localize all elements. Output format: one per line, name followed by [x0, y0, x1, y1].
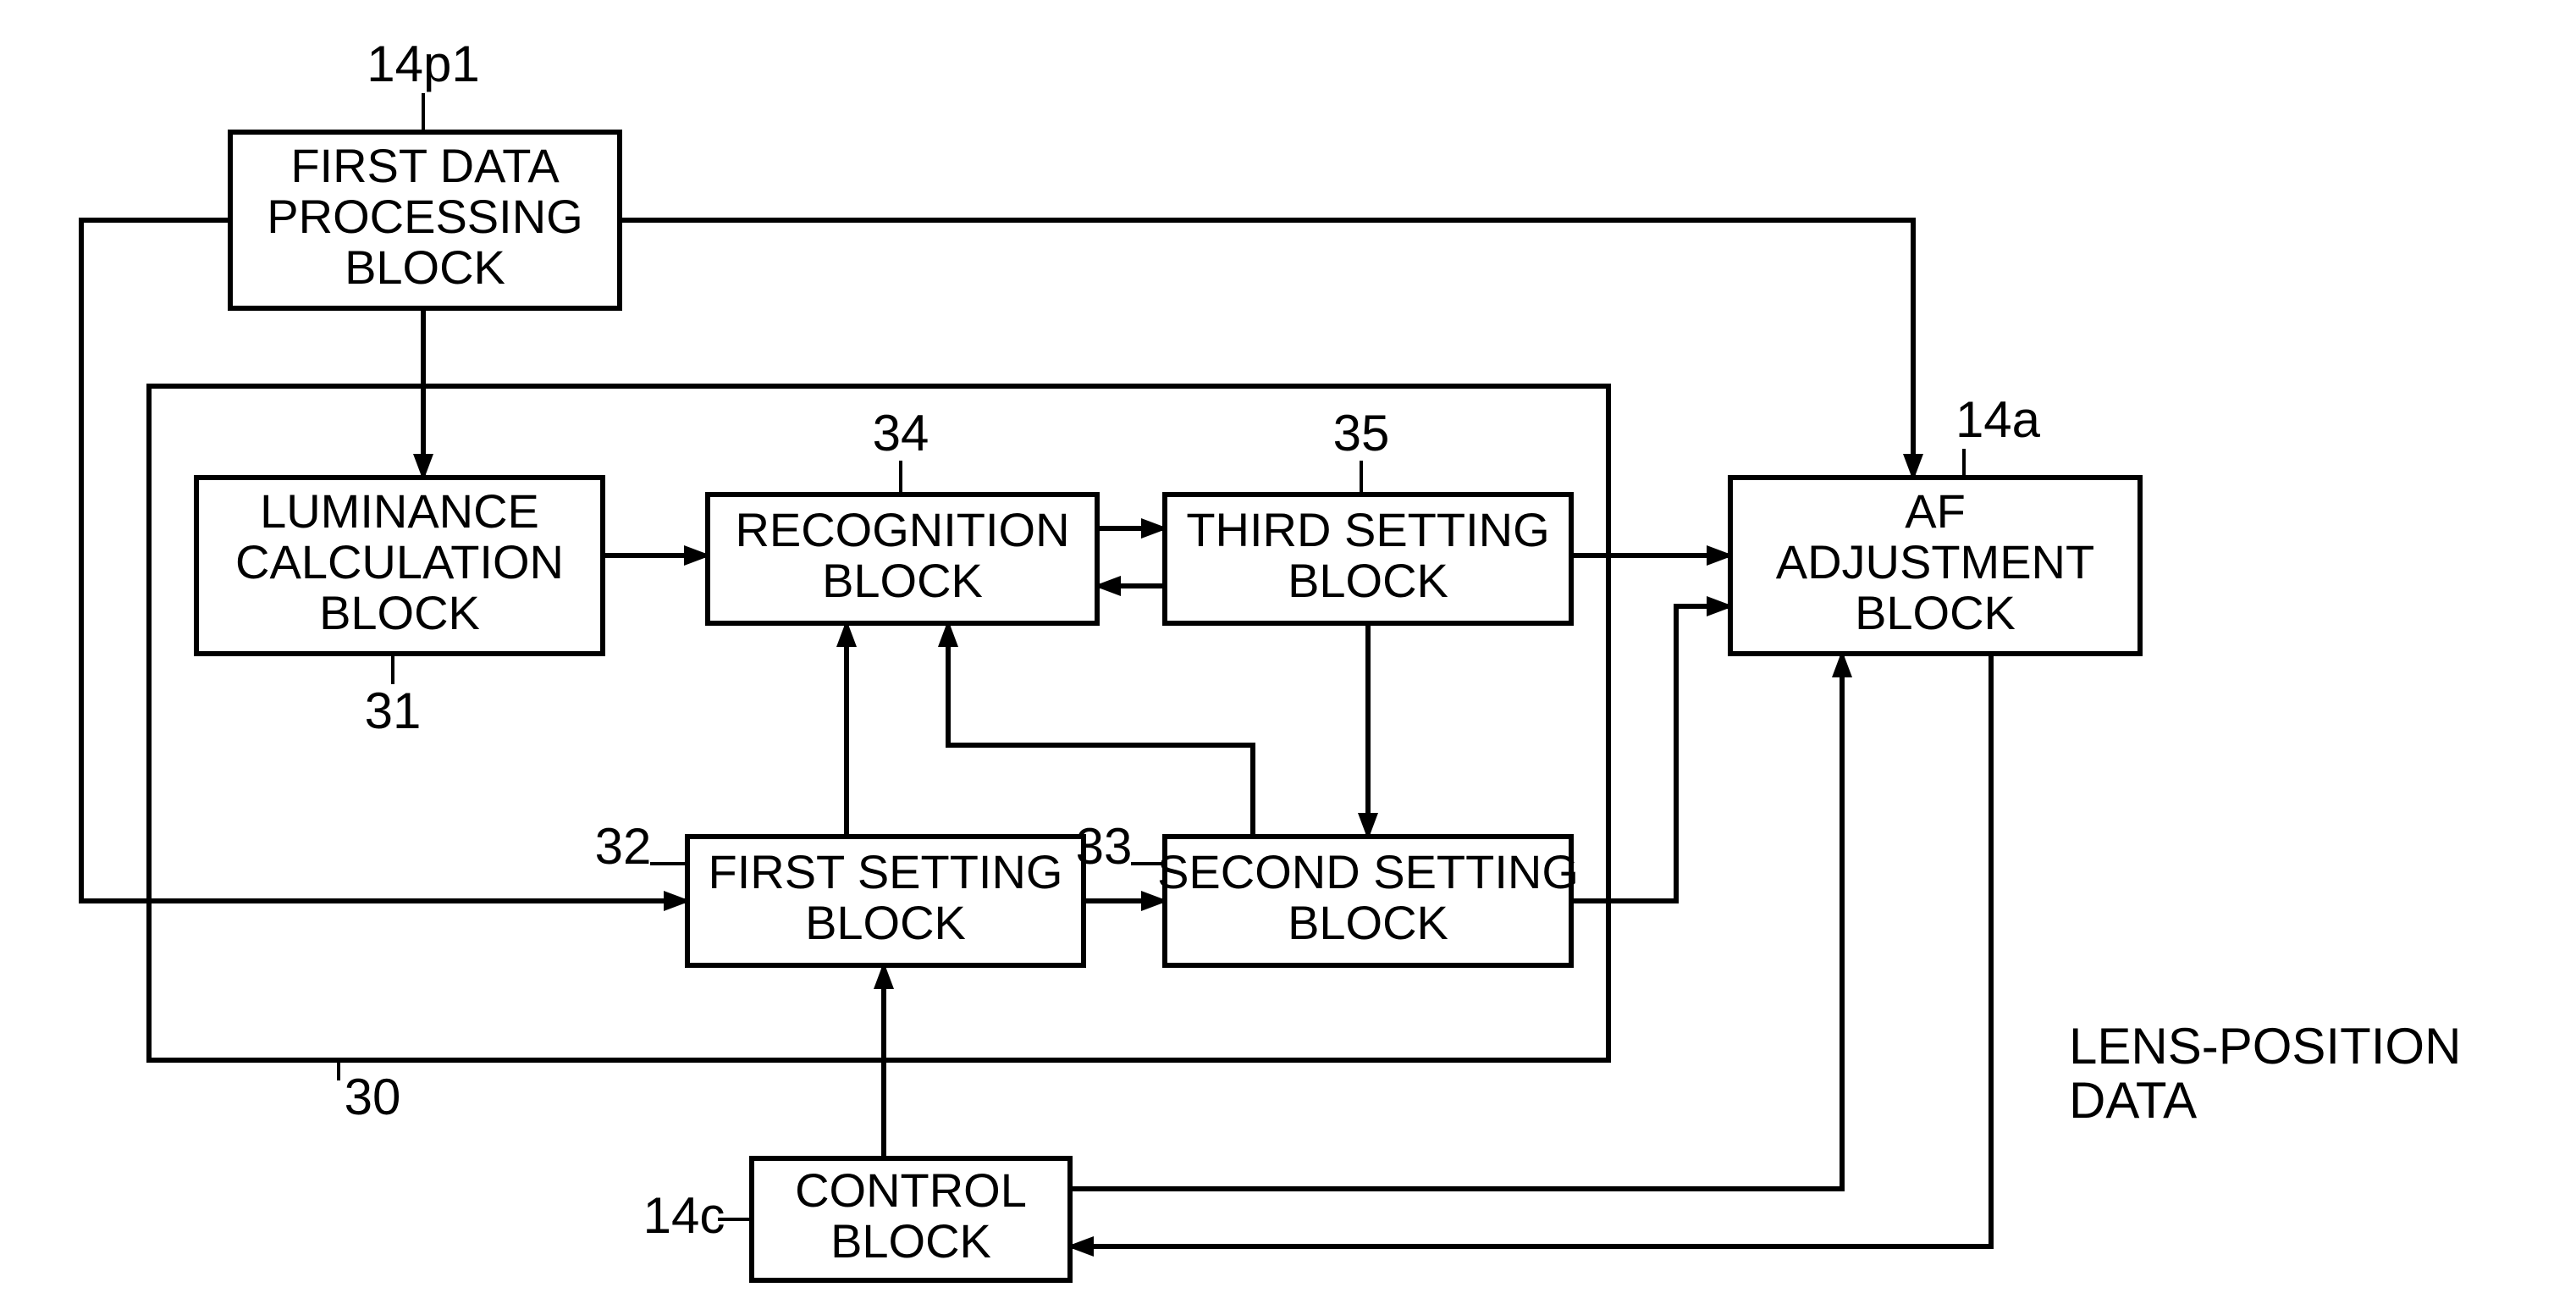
node-label: FIRST DATA [290, 139, 560, 192]
free-label: LENS-POSITION [2069, 1018, 2461, 1075]
node-14p1: FIRST DATAPROCESSINGBLOCK [230, 132, 620, 308]
edge-e-33-14a [1571, 606, 1730, 901]
node-label: FIRST SETTING [709, 845, 1063, 898]
node-label: BLOCK [805, 896, 966, 949]
node-label: CALCULATION [235, 535, 564, 588]
ref-label-34: 34 [873, 405, 929, 461]
free-label: DATA [2069, 1072, 2197, 1129]
ref-label-14a: 14a [1955, 391, 2041, 448]
node-label: BLOCK [830, 1214, 991, 1268]
node-33: SECOND SETTINGBLOCK [1157, 837, 1579, 965]
ref-label-35: 35 [1333, 405, 1390, 461]
ref-label-block-30: 30 [345, 1069, 401, 1125]
node-label: BLOCK [822, 554, 983, 607]
node-14c: CONTROLBLOCK [752, 1158, 1070, 1280]
ref-label-14c: 14c [643, 1187, 725, 1244]
node-35: THIRD SETTINGBLOCK [1165, 495, 1571, 623]
node-label: BLOCK [1855, 586, 2016, 639]
node-label: BLOCK [1288, 554, 1448, 607]
node-31: LUMINANCECALCULATIONBLOCK [196, 478, 603, 654]
edge-e-33-34 [948, 623, 1253, 837]
node-label: SECOND SETTING [1157, 845, 1579, 898]
node-label: AF [1905, 484, 1966, 538]
ref-label-32: 32 [595, 818, 652, 875]
node-label: PROCESSING [267, 190, 582, 243]
node-label: BLOCK [345, 240, 505, 294]
node-label: LUMINANCE [260, 484, 539, 538]
node-label: ADJUSTMENT [1776, 535, 2094, 588]
node-label: BLOCK [319, 586, 480, 639]
ref-label-33: 33 [1076, 818, 1133, 875]
node-label: CONTROL [795, 1163, 1027, 1217]
node-32: FIRST SETTINGBLOCK [687, 837, 1084, 965]
ref-label-31: 31 [365, 682, 422, 739]
block-diagram: FIRST DATAPROCESSINGBLOCKLUMINANCECALCUL… [0, 0, 2576, 1304]
ref-label-14p1: 14p1 [367, 36, 479, 92]
node-label: RECOGNITION [735, 503, 1069, 556]
edge-e-14p1-14a [620, 220, 1913, 478]
node-label: THIRD SETTING [1186, 503, 1549, 556]
node-14a: AFADJUSTMENTBLOCK [1730, 478, 2140, 654]
node-34: RECOGNITIONBLOCK [708, 495, 1097, 623]
node-label: BLOCK [1288, 896, 1448, 949]
